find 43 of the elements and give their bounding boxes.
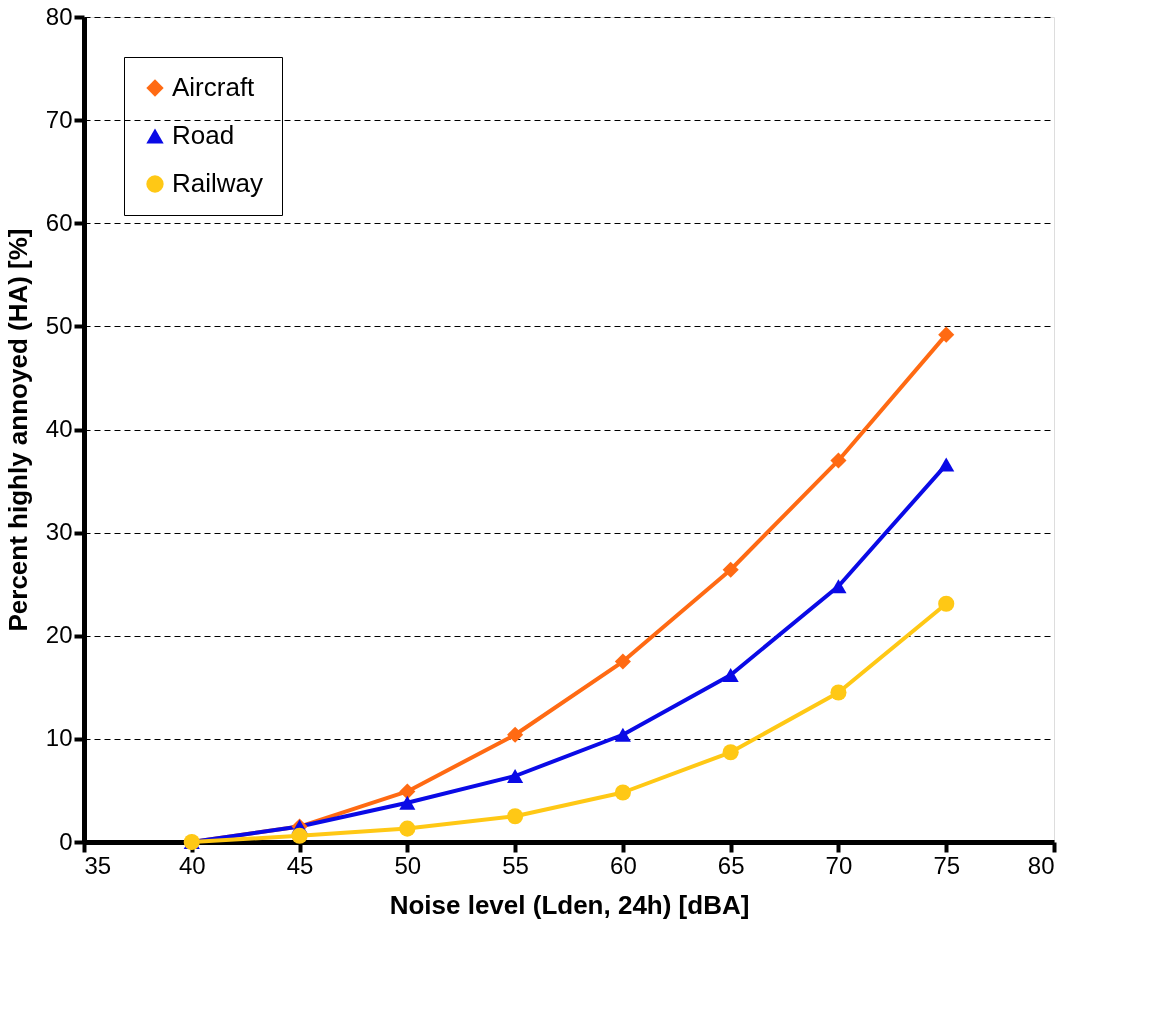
x-tick-label: 80 [1027, 851, 1055, 879]
x-tick-label: 70 [825, 851, 853, 879]
y-tick-label: 10 [45, 724, 73, 752]
y-tick-label: 0 [59, 827, 73, 855]
y-tick-label: 20 [45, 621, 73, 649]
y-tick-label: 60 [45, 208, 73, 236]
point [722, 667, 739, 682]
x-tick-label: 65 [717, 851, 745, 879]
point [399, 795, 416, 810]
legend-label: Aircraft [172, 72, 256, 102]
x-tick-label: 55 [502, 851, 529, 879]
x-tick-label: 75 [933, 851, 961, 879]
x-tick-label: 60 [610, 851, 637, 879]
point [399, 783, 416, 800]
point [507, 808, 524, 825]
point [614, 727, 631, 742]
point [507, 726, 524, 743]
y-tick-label: 70 [45, 105, 73, 133]
point [507, 769, 524, 783]
point [614, 653, 631, 670]
y-tick-label: 50 [45, 311, 73, 339]
x-tick-label: 45 [286, 851, 314, 879]
point [938, 457, 955, 472]
point [830, 579, 847, 594]
y-tick-label: 30 [45, 518, 73, 546]
point [722, 561, 739, 578]
point [830, 452, 847, 469]
point [722, 744, 739, 761]
point [830, 684, 847, 701]
point [938, 326, 955, 343]
y-tick-label: 40 [45, 415, 73, 442]
point [291, 827, 308, 844]
x-tick-label: 35 [84, 851, 112, 879]
y-axis-title: Percent highly annoyed (HA) [%] [2, 228, 33, 632]
point [938, 595, 955, 612]
x-axis-title: Noise level (Lden, 24h) [dBA] [389, 889, 750, 920]
x-tick-label: 40 [178, 851, 206, 879]
y-tick-label: 80 [45, 2, 73, 30]
legend-label: Road [172, 120, 235, 150]
x-tick-label: 50 [394, 851, 422, 879]
point [614, 784, 631, 801]
point [399, 820, 416, 837]
legend-label: Railway [172, 168, 264, 198]
